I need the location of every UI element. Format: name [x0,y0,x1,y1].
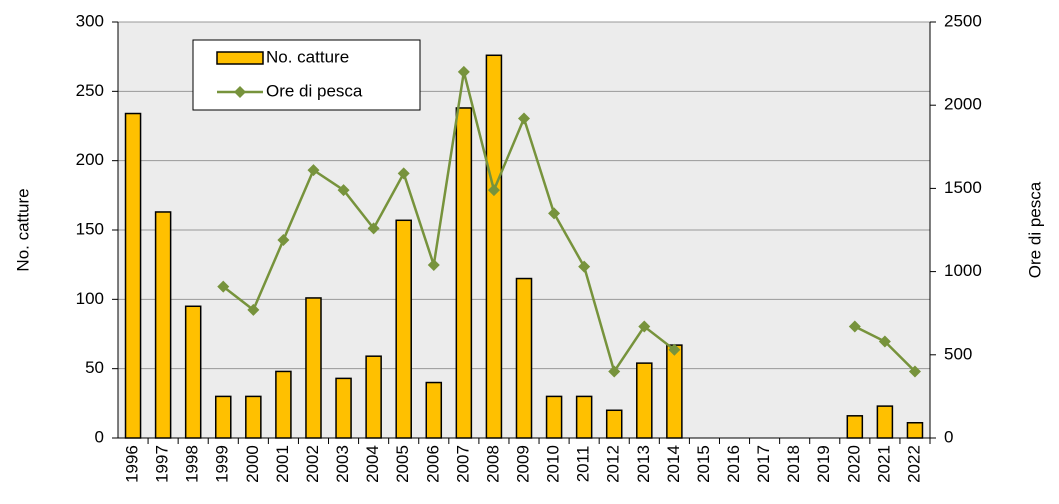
marker [487,184,500,197]
bar [575,395,593,439]
bar [846,415,864,439]
x-tick-label: 2009 [513,445,532,483]
y-tick-label: 50 [85,358,104,377]
x-tick-label: 1996 [123,445,142,483]
bar [455,107,473,439]
y-tick-label: 250 [76,81,104,100]
x-tick-label: 2021 [874,445,893,483]
marker [277,233,290,246]
x-tick-label: 1997 [153,445,172,483]
bar [425,381,443,439]
y-tick-label: 100 [76,289,104,308]
x-tick-label: 2014 [664,445,683,483]
x-tick-label: 2004 [363,445,382,483]
x-tick-label: 2022 [904,445,923,483]
x-tick-label: 2007 [453,445,472,483]
x-tick-label: 2001 [273,445,292,483]
x-tick-label: 2013 [634,445,653,483]
marker [668,343,681,356]
marker [367,222,380,235]
x-tick-label: 2003 [333,445,352,483]
marker [397,167,410,180]
marker [247,303,260,316]
marker [548,207,561,220]
x-tick-label: 2020 [844,445,863,483]
x-tick-label: 1999 [213,445,232,483]
marker [908,365,921,378]
x-tick-label: 2011 [574,446,593,483]
bar [666,344,683,439]
y2-tick-label: 1500 [944,178,982,197]
bar [154,211,172,439]
bar [545,395,563,439]
x-tick-label: 2005 [393,445,412,483]
bar [365,355,382,439]
bar [184,305,202,439]
bar [485,54,503,439]
y2-tick-label: 500 [944,344,972,363]
bar [906,421,924,439]
y-tick-label: 150 [76,219,104,238]
bar [335,377,352,439]
legend-label: No. catture [266,47,349,66]
legend-label: Ore di pesca [266,81,363,100]
x-tick-label: 2010 [544,445,563,483]
marker [638,320,651,333]
x-tick-label: 2008 [483,445,502,483]
bar [515,277,533,439]
legend-marker [234,86,246,98]
bar [876,405,894,439]
marker [307,164,320,177]
bar [275,370,292,439]
y2-tick-label: 1000 [944,261,982,280]
y-tick-label: 200 [76,150,104,169]
bar [605,409,623,439]
bar [305,297,322,439]
x-tick-label: 2016 [724,445,743,483]
x-tick-label: 2019 [814,445,833,483]
x-tick-label: 2000 [243,445,262,483]
marker [337,184,350,197]
marker [427,258,440,271]
bar [395,219,412,439]
x-tick-label: 1998 [183,445,202,483]
bar [636,362,653,439]
marker [217,280,230,293]
legend-swatch [216,51,264,65]
y2-tick-label: 2000 [944,95,982,114]
x-tick-label: 2015 [694,445,713,483]
x-tick-label: 2017 [754,445,773,483]
y-tick-label: 300 [76,11,104,30]
y2-axis-title: Ore di pesca [1025,181,1044,278]
y-axis-title: No. catture [13,188,32,271]
x-tick-label: 2018 [784,445,803,483]
bar [124,112,142,439]
y2-tick-label: 0 [944,427,953,446]
x-tick-label: 2006 [423,445,442,483]
y2-tick-label: 2500 [944,11,982,30]
x-tick-label: 2012 [604,445,623,483]
y-tick-label: 0 [95,427,104,446]
bar [245,395,262,439]
marker [518,112,530,125]
marker [457,65,470,78]
x-tick-label: 2002 [303,445,322,483]
marker [578,260,591,273]
marker [848,320,861,333]
bar [214,395,232,439]
marker [878,335,891,348]
marker [608,365,621,378]
